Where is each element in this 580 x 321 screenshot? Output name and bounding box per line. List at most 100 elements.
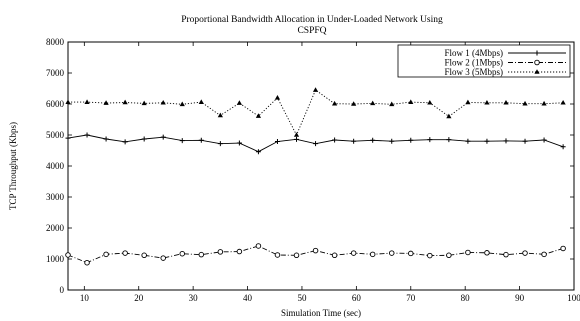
data-point: [427, 137, 433, 143]
x-tick-label: 60: [352, 293, 362, 303]
data-point: [465, 138, 471, 144]
data-point: [65, 252, 71, 258]
axes: 0 1000 2000 3000 4000 5000 6000 7000 8000 10 20 30 4…: [46, 37, 580, 303]
data-point: [332, 100, 338, 106]
data-point: [313, 141, 319, 147]
legend: Flow 1 (4Mbps)Flow 2 (1Mbps)Flow 3 (5Mbp…: [397, 44, 571, 78]
data-point: [312, 247, 319, 254]
series-layer: [65, 87, 566, 266]
data-point: [503, 99, 509, 105]
y-tick-label: 4000: [46, 161, 65, 171]
data-point: [370, 137, 376, 143]
data-point: [274, 139, 280, 145]
data-point: [332, 137, 338, 143]
y-tick-label: 5000: [46, 130, 65, 140]
data-point: [84, 99, 90, 104]
y-tick-label: 6000: [46, 99, 65, 109]
data-point: [388, 250, 395, 256]
data-point: [446, 252, 452, 259]
data-point: [217, 249, 224, 255]
series-3: [65, 87, 566, 137]
data-point: [484, 138, 490, 144]
x-tick-label: 100: [567, 293, 580, 303]
data-point: [65, 135, 71, 141]
data-point: [103, 251, 109, 258]
data-point: [465, 99, 471, 105]
x-tick-label: 90: [515, 293, 525, 303]
data-point: [179, 101, 185, 107]
data-point: [160, 99, 166, 105]
data-point: [122, 99, 128, 105]
data-point: [370, 100, 376, 106]
data-point: [484, 99, 490, 105]
data-point: [503, 251, 509, 258]
data-point: [236, 248, 243, 255]
data-point: [122, 250, 128, 256]
legend-entry: Flow 3 (5Mbps): [444, 67, 566, 77]
data-point: [160, 134, 166, 140]
data-point: [103, 136, 109, 142]
x-tick-label: 50: [297, 293, 307, 303]
data-point: [369, 251, 376, 258]
legend-marker: [534, 69, 540, 74]
data-point: [427, 99, 433, 105]
data-point: [503, 138, 509, 144]
x-tick-label: 10: [80, 293, 90, 303]
data-point: [446, 137, 452, 143]
data-point: [293, 132, 300, 137]
data-point: [236, 140, 242, 146]
data-point: [312, 87, 319, 92]
y-tick-label: 8000: [46, 37, 65, 47]
y-tick-label: 0: [60, 285, 65, 295]
y-tick-label: 1000: [46, 254, 65, 264]
x-tick-label: 40: [243, 293, 253, 303]
series-2-line: [67, 245, 564, 264]
data-point: [350, 250, 357, 256]
data-point: [217, 112, 223, 118]
data-point: [389, 101, 395, 107]
data-point: [141, 136, 147, 142]
data-point: [198, 99, 204, 104]
data-point: [84, 259, 90, 266]
data-point: [351, 138, 357, 144]
x-tick-label: 70: [406, 293, 416, 303]
series-3-line: [68, 89, 564, 137]
data-point: [84, 132, 90, 138]
data-point: [522, 138, 528, 144]
data-point: [465, 249, 471, 256]
data-point: [389, 138, 395, 144]
y-tick-label: 3000: [46, 192, 65, 202]
x-tick-label: 80: [461, 293, 471, 303]
data-point: [560, 245, 566, 252]
data-point: [198, 251, 205, 258]
data-point: [408, 137, 414, 143]
data-point: [446, 113, 452, 119]
data-point: [293, 252, 300, 259]
data-point: [541, 137, 547, 143]
legend-entry: Flow 1 (4Mbps): [444, 48, 566, 58]
data-point: [484, 250, 490, 256]
data-point: [331, 252, 338, 259]
data-point: [122, 139, 128, 145]
data-point: [103, 100, 109, 105]
data-point: [294, 136, 300, 142]
y-axis-label: TCP Throughput (Kbps): [8, 122, 18, 210]
data-point: [427, 252, 433, 259]
y-tick-label: 7000: [46, 68, 65, 78]
legend-label: Flow 3 (5Mbps): [444, 67, 503, 77]
legend-entry: Flow 2 (1Mbps): [444, 58, 566, 68]
data-point: [522, 100, 528, 106]
x-tick-label: 30: [189, 293, 199, 303]
data-point: [408, 99, 414, 104]
data-point: [255, 113, 262, 118]
data-point: [408, 250, 414, 257]
x-axis-label: Simulation Time (sec): [281, 308, 361, 318]
legend-marker: [534, 50, 540, 56]
data-point: [255, 149, 261, 155]
data-point: [351, 101, 357, 106]
data-point: [522, 250, 528, 256]
legend-label: Flow 1 (4Mbps): [444, 48, 503, 58]
series-2: [65, 243, 566, 266]
x-tick-label: 20: [134, 293, 144, 303]
